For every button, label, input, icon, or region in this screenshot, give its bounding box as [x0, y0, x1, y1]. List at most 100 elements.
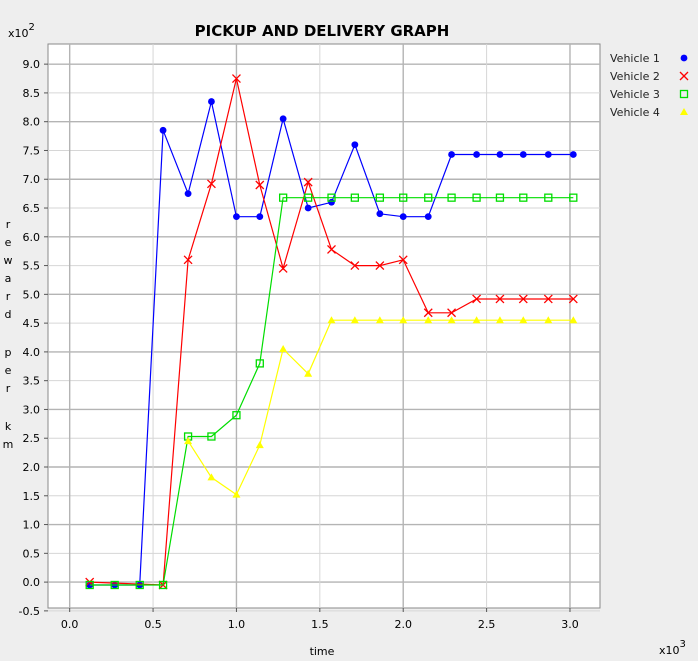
data-point [85, 580, 94, 590]
x-tick-label: 1.0 [228, 618, 246, 631]
data-point [569, 193, 578, 202]
data-point [233, 213, 240, 221]
data-point [472, 193, 481, 202]
data-point [519, 193, 528, 202]
data-point [327, 244, 336, 254]
data-point [375, 261, 385, 271]
data-point [351, 141, 359, 149]
y-tick-label: 6.0 [23, 231, 41, 244]
y-axis-label-char: e [5, 236, 12, 249]
y-tick-label: 0.5 [23, 547, 41, 560]
data-point [569, 316, 578, 324]
data-point [206, 179, 216, 189]
data-point [569, 151, 577, 158]
data-point [447, 316, 456, 324]
legend-label: Vehicle 1 [610, 52, 660, 65]
data-point [278, 263, 288, 273]
legend-marker [679, 89, 689, 99]
series-vehicle-3 [85, 193, 578, 590]
data-point [544, 193, 553, 202]
data-point [399, 193, 408, 202]
y-tick-label: 5.0 [23, 288, 41, 301]
data-point [398, 255, 408, 265]
legend-item: Vehicle 2 [610, 70, 689, 83]
data-point [304, 369, 313, 377]
x-multiplier-base: x10 [659, 644, 680, 657]
x-tick-label: 2.5 [478, 618, 496, 631]
y-axis-label-char: e [5, 364, 12, 377]
legend-item: Vehicle 4 [610, 106, 688, 119]
data-point [399, 213, 407, 221]
data-point [376, 210, 384, 218]
y-axis-label-char: d [5, 308, 12, 321]
x-tick-label: 0.5 [144, 618, 162, 631]
y-tick-label: 2.5 [23, 432, 41, 445]
data-point [495, 193, 505, 202]
data-point [327, 316, 336, 324]
data-point [447, 308, 457, 318]
y-axis-label-char: p [5, 346, 12, 359]
grid-lines [48, 44, 600, 612]
data-point [183, 255, 193, 265]
y-tick-label: 7.0 [23, 173, 41, 186]
y-axis-label-char: r [6, 382, 11, 395]
legend-label: Vehicle 3 [610, 88, 660, 101]
data-point [231, 74, 241, 83]
y-tick-label: 4.0 [23, 346, 41, 359]
x-tick-label: 2.0 [394, 618, 412, 631]
y-tick-label: 3.5 [23, 375, 41, 388]
data-point [279, 345, 288, 353]
x-multiplier-exponent: 3 [680, 639, 686, 650]
legend-marker [679, 71, 689, 81]
data-point [543, 294, 553, 304]
data-point [207, 473, 216, 481]
legend-marker [680, 108, 688, 115]
data-point [399, 316, 408, 324]
data-point [423, 308, 433, 318]
y-axis-label-char: r [6, 218, 11, 231]
y-axis-label-char: r [6, 290, 11, 303]
legend-item: Vehicle 3 [610, 88, 689, 101]
data-point [424, 316, 433, 324]
y-tick-label: 6.5 [23, 202, 41, 215]
x-axis-label: time [310, 645, 335, 658]
data-point [110, 580, 119, 590]
axis-ticks: -0.5 0.0 0.5 1.0 1.5 2.0 2.5 3.0 3.5 4.0 4.5 5.0 5.5… [19, 58, 579, 631]
x-tick-label: 1.5 [311, 618, 329, 631]
data-point [519, 151, 527, 158]
chart-title: PICKUP AND DELIVERY GRAPH [195, 22, 450, 40]
data-point [255, 359, 264, 368]
y-axis-label-char: k [5, 420, 12, 433]
data-point [184, 437, 193, 445]
data-point [207, 432, 216, 441]
y-tick-label: 2.0 [23, 461, 41, 474]
y-tick-label: 0.0 [23, 576, 41, 589]
data-point [350, 261, 360, 271]
y-tick-label: 3.0 [23, 403, 41, 416]
y-multiplier-exponent: 2 [29, 22, 35, 33]
y-axis-label-char: m [3, 438, 14, 451]
plot-area [47, 43, 601, 609]
legend-marker [680, 54, 688, 62]
data-point [350, 193, 360, 202]
y-tick-label: 8.0 [23, 116, 41, 129]
y-tick-label: 1.5 [23, 490, 41, 503]
data-point [232, 490, 241, 498]
data-point [495, 316, 504, 324]
y-multiplier-base: x10 [8, 27, 29, 40]
data-point [327, 193, 336, 202]
data-point [375, 316, 384, 324]
x-tick-label: 3.0 [561, 618, 579, 631]
data-point [496, 151, 504, 158]
data-point [159, 126, 167, 134]
data-point [448, 151, 455, 158]
data-point [519, 316, 528, 324]
data-point [255, 441, 264, 449]
legend-label: Vehicle 2 [610, 70, 660, 83]
y-tick-label: 8.5 [23, 87, 41, 100]
y-tick-label: 9.0 [23, 58, 41, 71]
data-point [158, 580, 168, 590]
legend-item: Vehicle 1 [610, 52, 688, 65]
y-tick-label: -0.5 [19, 605, 40, 618]
data-point [255, 180, 265, 190]
